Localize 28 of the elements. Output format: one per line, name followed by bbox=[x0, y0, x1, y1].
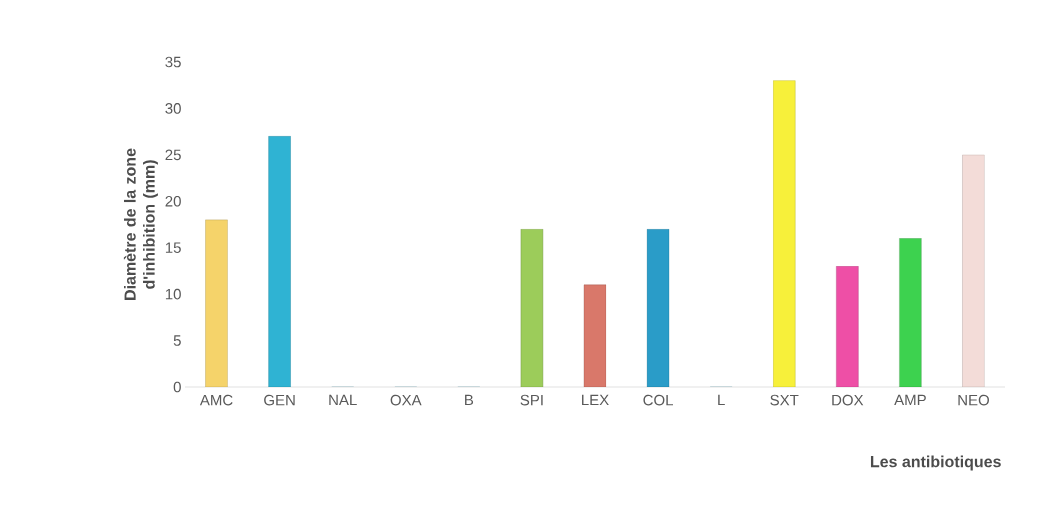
y-tick-label: 10 bbox=[165, 288, 181, 300]
y-tick-label: 15 bbox=[165, 242, 181, 253]
y-tick-label: 25 bbox=[165, 149, 181, 161]
bar bbox=[773, 80, 796, 387]
x-tick-label: SXT bbox=[770, 394, 799, 406]
bar bbox=[583, 284, 607, 387]
x-tick-label: L bbox=[718, 394, 725, 406]
y-tick-label: 35 bbox=[165, 56, 181, 68]
x-tick-label: LEX bbox=[582, 394, 609, 406]
x-tick-label: B bbox=[465, 394, 474, 406]
y-axis-title: Diamètre de la zone d'inhibition (mm) bbox=[123, 148, 158, 300]
x-tick-label: AMC bbox=[199, 394, 233, 406]
x-tick-label: OXA bbox=[390, 394, 422, 406]
x-tick-label: NEO bbox=[958, 394, 989, 406]
x-axis-title: Les antibiotiques bbox=[870, 455, 1001, 471]
y-tick-label: 0 bbox=[173, 381, 181, 393]
y-tick-label: 5 bbox=[173, 335, 181, 346]
x-tick-label: DOX bbox=[832, 394, 864, 406]
x-tick-label: COL bbox=[643, 394, 674, 406]
x-tick-label: NAL bbox=[329, 394, 357, 406]
y-tick-label: 30 bbox=[165, 103, 181, 114]
y-tick-label: 20 bbox=[165, 195, 181, 207]
bar bbox=[962, 154, 985, 387]
x-tick-label: AMP bbox=[894, 394, 926, 406]
bar bbox=[268, 136, 291, 387]
x-tick-label: SPI bbox=[520, 394, 543, 406]
x-tick-label: GEN bbox=[264, 394, 295, 406]
bar bbox=[646, 228, 670, 387]
